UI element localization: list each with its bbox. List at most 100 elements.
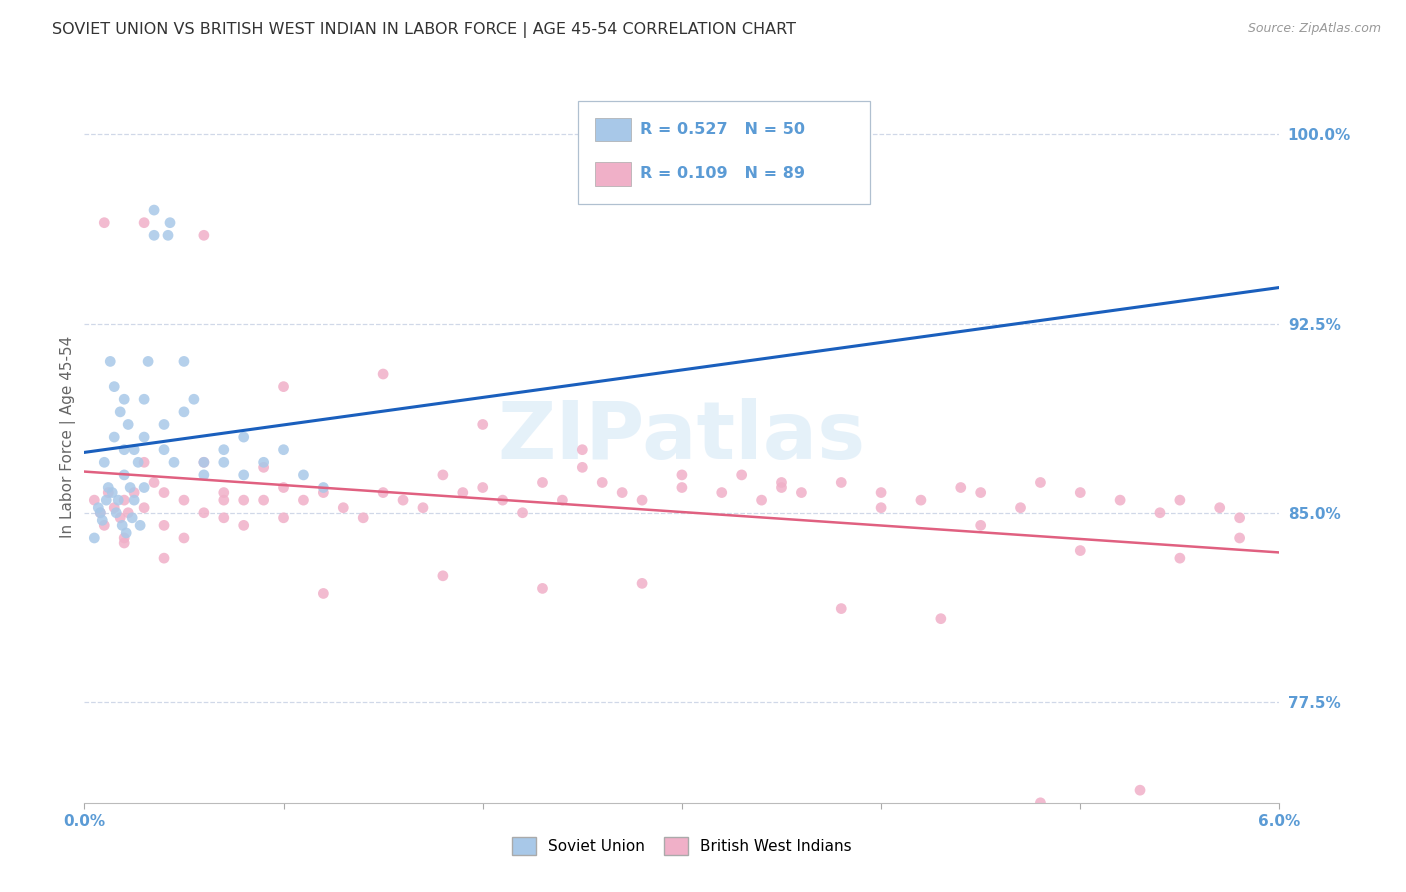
Point xyxy=(671,467,693,482)
Point xyxy=(93,518,115,533)
Point xyxy=(751,493,773,508)
Point xyxy=(571,460,593,475)
Point xyxy=(157,228,180,243)
Point xyxy=(93,455,115,469)
Point xyxy=(273,481,295,495)
Point xyxy=(98,354,121,368)
Point xyxy=(531,475,554,490)
Point xyxy=(153,417,176,432)
Point xyxy=(112,493,135,508)
Y-axis label: In Labor Force | Age 45-54: In Labor Force | Age 45-54 xyxy=(60,336,76,538)
Point xyxy=(212,485,235,500)
Point xyxy=(332,500,354,515)
Point xyxy=(110,405,132,419)
Point xyxy=(143,203,166,218)
Point xyxy=(770,475,793,490)
Point xyxy=(551,493,574,508)
Point xyxy=(1168,551,1191,566)
Point xyxy=(1069,543,1091,558)
Point xyxy=(173,493,195,508)
Point xyxy=(373,367,395,381)
Point xyxy=(352,510,374,524)
Point xyxy=(153,442,176,457)
Point xyxy=(392,493,415,508)
Point xyxy=(132,216,156,230)
Point xyxy=(97,481,120,495)
Point xyxy=(432,569,454,583)
Point xyxy=(970,485,993,500)
Point xyxy=(153,485,176,500)
Legend: Soviet Union, British West Indians: Soviet Union, British West Indians xyxy=(506,831,858,861)
Point xyxy=(212,510,235,524)
Point xyxy=(451,485,474,500)
Text: R = 0.527   N = 50: R = 0.527 N = 50 xyxy=(640,122,804,136)
Point xyxy=(132,430,156,444)
Point xyxy=(83,531,105,545)
Point xyxy=(115,525,138,540)
Point xyxy=(830,475,852,490)
Point xyxy=(111,518,134,533)
Point xyxy=(173,405,195,419)
Point xyxy=(1129,783,1152,797)
Point xyxy=(1149,506,1171,520)
Point xyxy=(471,417,494,432)
Point xyxy=(136,354,159,368)
Point xyxy=(193,455,215,469)
Point xyxy=(1229,510,1251,524)
Point xyxy=(373,485,395,500)
Point xyxy=(153,551,176,566)
Point xyxy=(117,506,139,520)
Point xyxy=(103,430,125,444)
Point xyxy=(163,455,186,469)
Point xyxy=(121,510,143,524)
Point xyxy=(870,485,893,500)
Text: R = 0.109   N = 89: R = 0.109 N = 89 xyxy=(640,167,804,181)
Point xyxy=(273,379,295,393)
Point xyxy=(173,531,195,545)
Point xyxy=(212,442,235,457)
Point xyxy=(512,506,534,520)
Point xyxy=(1229,531,1251,545)
Point xyxy=(107,493,129,508)
Point xyxy=(103,500,125,515)
Point xyxy=(232,493,254,508)
Point xyxy=(110,510,132,524)
Point xyxy=(531,582,554,596)
Point xyxy=(731,467,754,482)
Point xyxy=(127,455,149,469)
Point xyxy=(970,518,993,533)
Point xyxy=(103,379,125,393)
Text: SOVIET UNION VS BRITISH WEST INDIAN IN LABOR FORCE | AGE 45-54 CORRELATION CHART: SOVIET UNION VS BRITISH WEST INDIAN IN L… xyxy=(52,22,796,38)
Point xyxy=(571,442,593,457)
Point xyxy=(122,493,145,508)
Point xyxy=(112,442,135,457)
Point xyxy=(97,485,120,500)
Point xyxy=(93,216,115,230)
Point xyxy=(870,500,893,515)
Point xyxy=(273,510,295,524)
Point xyxy=(232,518,254,533)
Point xyxy=(1069,485,1091,500)
Point xyxy=(1168,493,1191,508)
Point xyxy=(273,442,295,457)
Point xyxy=(143,475,166,490)
Text: ZIPatlas: ZIPatlas xyxy=(498,398,866,476)
Point xyxy=(631,576,654,591)
Point xyxy=(132,455,156,469)
Point xyxy=(292,467,315,482)
Point xyxy=(253,455,276,469)
Point xyxy=(631,493,654,508)
Point xyxy=(112,467,135,482)
Point xyxy=(949,481,972,495)
Point xyxy=(129,518,152,533)
Point xyxy=(591,475,613,490)
Point xyxy=(492,493,515,508)
Point xyxy=(929,612,952,626)
Point xyxy=(232,467,254,482)
Point xyxy=(159,216,181,230)
Point xyxy=(153,518,176,533)
Point xyxy=(1010,500,1032,515)
Point xyxy=(1109,493,1132,508)
Point xyxy=(89,506,111,520)
Point xyxy=(122,442,145,457)
